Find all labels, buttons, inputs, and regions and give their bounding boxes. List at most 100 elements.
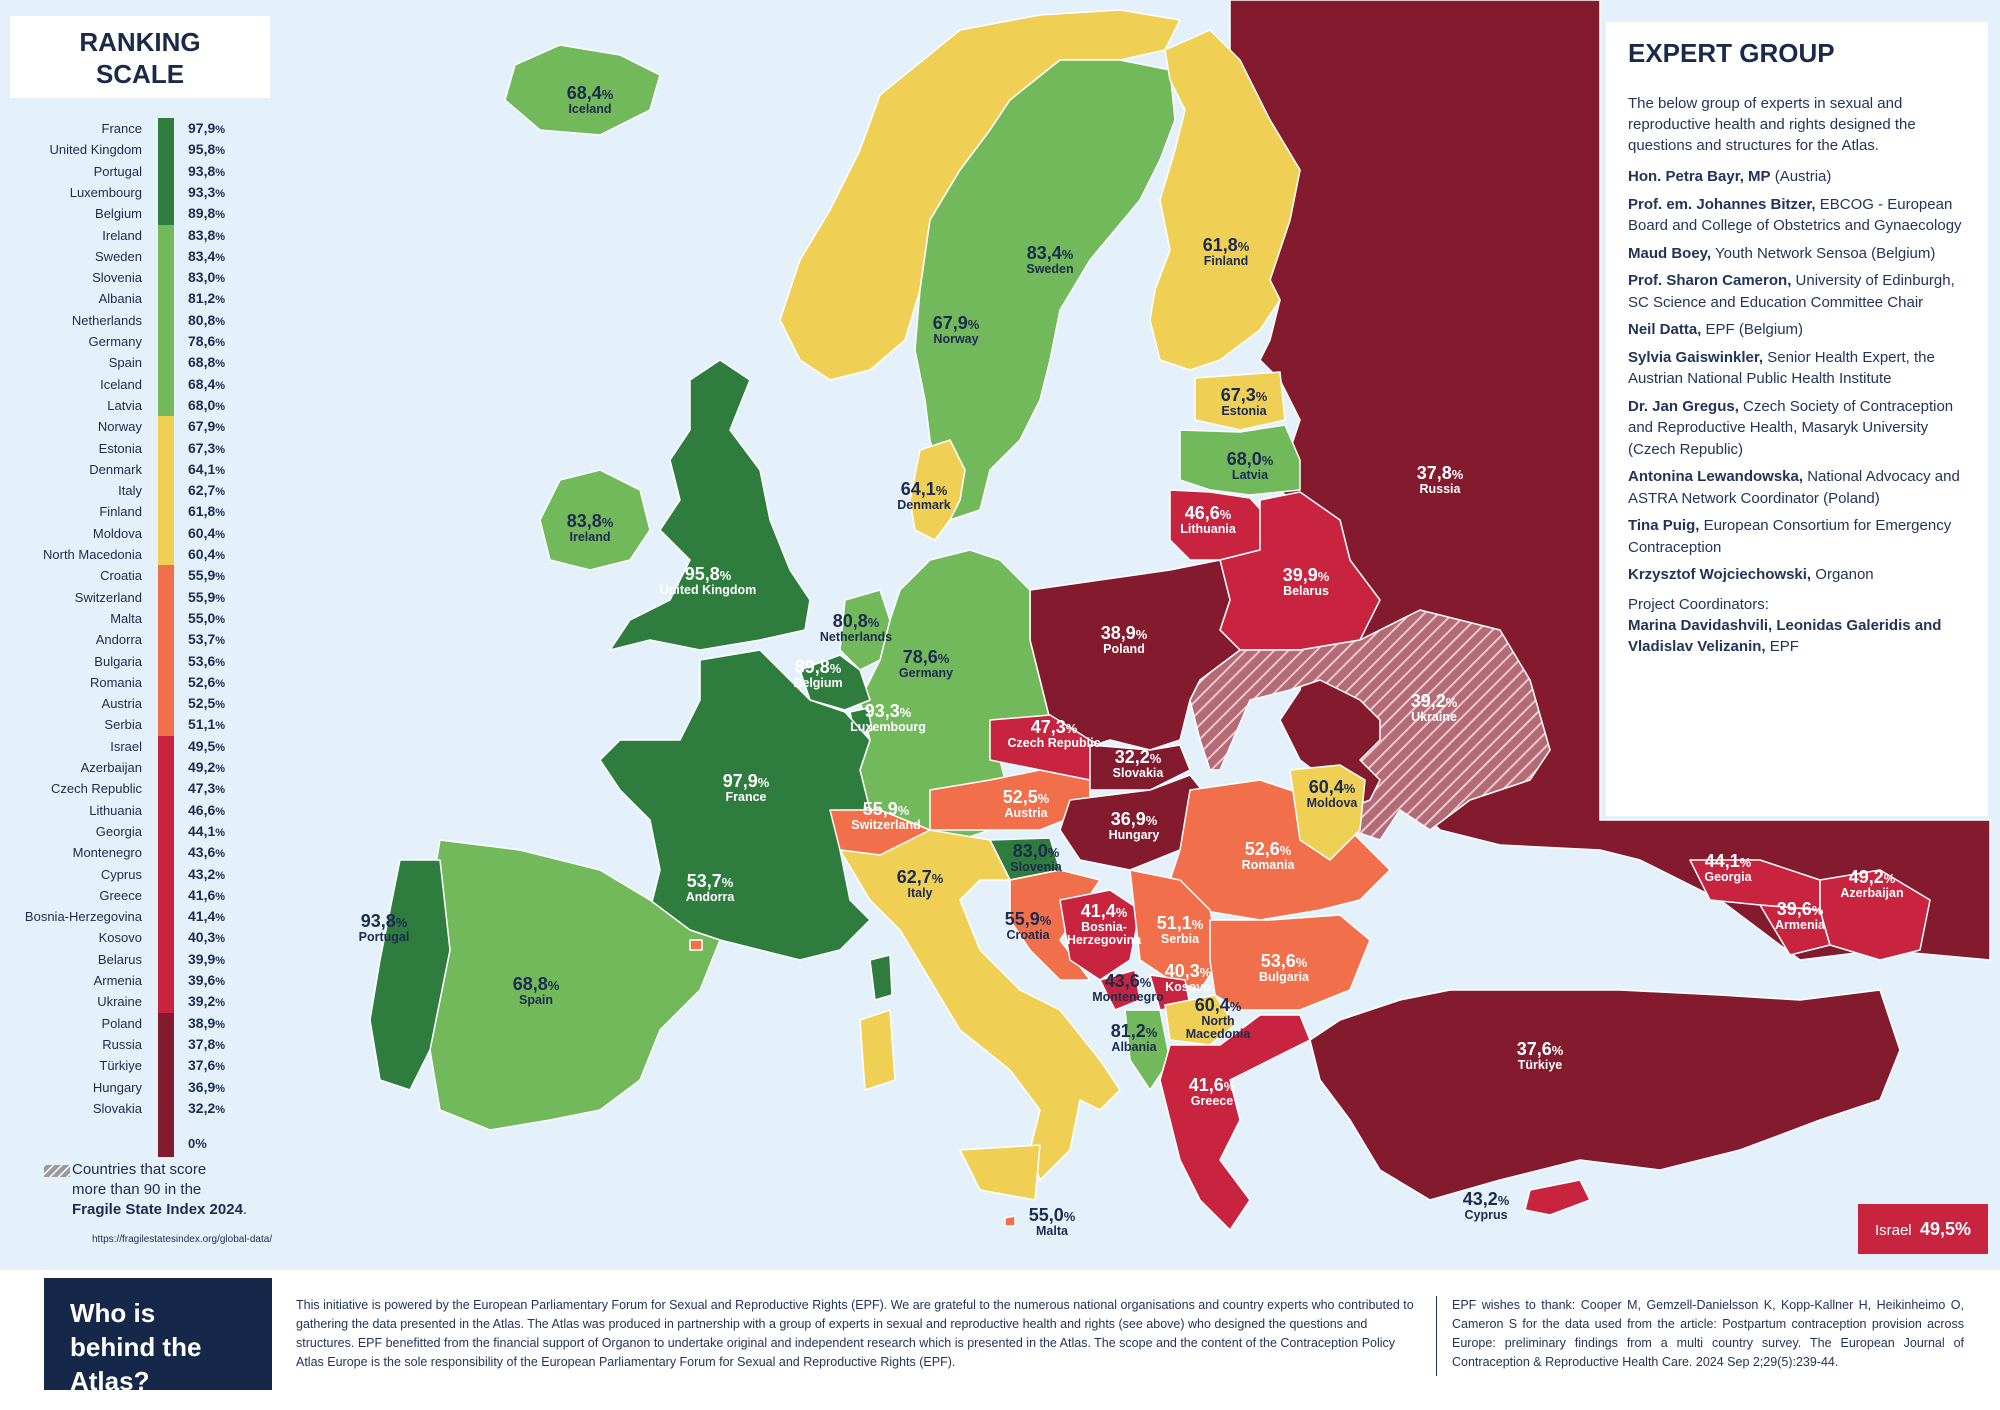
label-switzerland: 55,9% Switzerland	[851, 799, 921, 832]
expert-members-list: Hon. Petra Bayr, MP (Austria) Prof. em. J…	[1628, 166, 1966, 586]
footer-divider	[1436, 1296, 1437, 1376]
coordinators-org: EPF	[1765, 637, 1799, 655]
scale-country: Ukraine	[97, 994, 142, 1010]
region-ukraine	[1189, 609, 1551, 841]
scale-country: Finland	[99, 504, 142, 520]
scale-country: United Kingdom	[49, 142, 143, 158]
scale-country: Ireland	[102, 227, 142, 243]
region-bosnia	[1059, 889, 1141, 981]
scale-country: Estonia	[98, 440, 142, 456]
scale-value: 83,4%	[188, 247, 226, 264]
scale-value: 78,6%	[188, 333, 226, 349]
region-montenegro	[1099, 969, 1141, 1011]
label-montenegro: 43,6% Montenegro	[1092, 971, 1164, 1004]
scale-country: Italy	[118, 483, 142, 499]
region-denmark	[909, 439, 966, 541]
scale-country: France	[101, 121, 142, 136]
scale-country: Azerbaijan	[80, 760, 142, 775]
fragile-state-url[interactable]: https://fragilestatesindex.org/global-da…	[92, 1234, 273, 1245]
thanks-text: EPF wishes to thank: Cooper M, Gemzell-D…	[1452, 1298, 1964, 1369]
region-italy	[839, 829, 1121, 1181]
scale-country: Latvia	[107, 397, 142, 413]
scale-value: 41,6%	[188, 886, 226, 903]
scale-value: 67,9%	[188, 418, 226, 435]
label-azerbaijan: 49,2% Azerbaijan	[1840, 867, 1904, 900]
scale-country: Israel	[110, 738, 142, 754]
label-cyprus: 43,2% Cyprus	[1462, 1189, 1510, 1222]
expert-member: Maud Boey, Youth Network Sensoa (Belgium…	[1628, 244, 1936, 262]
scale-value: 93,3%	[188, 183, 226, 200]
scale-country: Cyprus	[100, 866, 142, 882]
scale-value: 61,8%	[188, 503, 226, 520]
scale-country: Malta	[110, 610, 142, 626]
scale-value: 83,8%	[188, 226, 226, 243]
scale-country: Netherlands	[71, 312, 142, 328]
scale-country: Sweden	[95, 248, 142, 264]
coordinators-names-bold: Marina Davidashvili, Leonidas Galeridis …	[1628, 616, 1942, 655]
scale-country: Serbia	[104, 717, 142, 733]
scale-color-segment	[158, 1012, 174, 1158]
label-armenia: 39,6% Armenia	[1774, 899, 1826, 932]
scale-value: 44,1%	[188, 822, 226, 839]
label-belgium: 89,8% Belgium	[793, 657, 843, 690]
scale-country: Spain	[108, 355, 142, 371]
scale-country: Slovenia	[92, 270, 142, 286]
ranking-scale: France 97,9% United Kingdom 95,8% Portugal 93…	[0, 118, 260, 1158]
israel-name: Israel	[1874, 1222, 1912, 1239]
expert-member: Tina Puig, European Consortium for Emerg…	[1628, 517, 1952, 556]
region-latvia	[1179, 424, 1301, 496]
region-greece	[1159, 1014, 1311, 1231]
region-finland	[1149, 29, 1301, 371]
scale-value: 51,1%	[188, 716, 226, 733]
label-sweden: 83,4% Sweden	[1026, 243, 1074, 276]
label-italy: 62,7% Italy	[896, 867, 944, 900]
about-text: This initiative is powered by the Europe…	[296, 1298, 1414, 1369]
expert-group-title: EXPERT GROUP	[1628, 38, 1835, 68]
israel-box: Israel 49,5%	[1858, 1204, 1988, 1254]
scale-country: Bosnia-Herzegovina	[24, 909, 142, 925]
region-france	[599, 649, 871, 961]
scale-value: 39,9%	[188, 950, 226, 967]
region-sardinia	[859, 1009, 896, 1091]
label-france: 97,9% France	[722, 771, 770, 804]
scale-value: 46,6%	[188, 801, 226, 818]
scale-value: 55,9%	[188, 567, 226, 584]
region-portugal	[369, 859, 451, 1091]
expert-member: Sylvia Gaiswinkler, Senior Health Expert…	[1628, 348, 1935, 388]
legend-fragile-index: Fragile State Index 2024	[72, 1201, 243, 1218]
label-north-macedonia: 60,4% North Macedonia	[1185, 995, 1251, 1042]
scale-value: 93,8%	[188, 162, 226, 179]
scale-value: 38,9%	[188, 1014, 226, 1031]
scale-country: Andorra	[95, 632, 142, 648]
ranking-scale-title-line1: RANKING	[79, 27, 201, 57]
label-kosovo: 40,3% Kosovo	[1164, 961, 1212, 994]
scale-value: 95,8%	[188, 141, 226, 158]
label-turkiye: 37,6% Türkiye	[1516, 1039, 1564, 1072]
scale-value: 81,2%	[188, 290, 226, 307]
scale-value: 60,4%	[188, 546, 226, 562]
expert-member: Prof. em. Johannes Bitzer, EBCOG - Europ…	[1628, 195, 1962, 235]
region-serbia	[1129, 869, 1221, 991]
scale-country: Albania	[98, 291, 142, 307]
scale-country: Bulgaria	[94, 653, 142, 669]
scale-value: 53,6%	[188, 652, 226, 669]
scale-color-segment	[158, 735, 174, 1013]
scale-country: Türkiye	[99, 1058, 142, 1074]
region-bulgaria	[1209, 914, 1371, 1011]
expert-member: Hon. Petra Bayr, MP (Austria)	[1628, 168, 1832, 185]
scale-value: 64,1%	[188, 460, 226, 477]
region-north-macedonia	[1164, 994, 1236, 1046]
scale-value: 43,2%	[188, 865, 226, 882]
label-croatia: 55,9% Croatia	[1004, 909, 1052, 942]
coordinators-label: Project Coordinators:	[1628, 595, 1769, 613]
label-luxembourg: 93,3% Luxembourg	[850, 701, 926, 734]
scale-value: 89,8%	[188, 205, 226, 222]
scale-country: Austria	[101, 696, 142, 712]
scale-value: 68,8%	[188, 354, 226, 371]
region-moldova	[1289, 764, 1366, 861]
label-lithuania: 46,6% Lithuania	[1180, 503, 1236, 536]
label-latvia: 68,0% Latvia	[1226, 449, 1274, 482]
hatch-legend-icon	[44, 1164, 70, 1177]
region-corsica	[869, 954, 893, 1001]
scale-color-segment	[158, 565, 174, 736]
